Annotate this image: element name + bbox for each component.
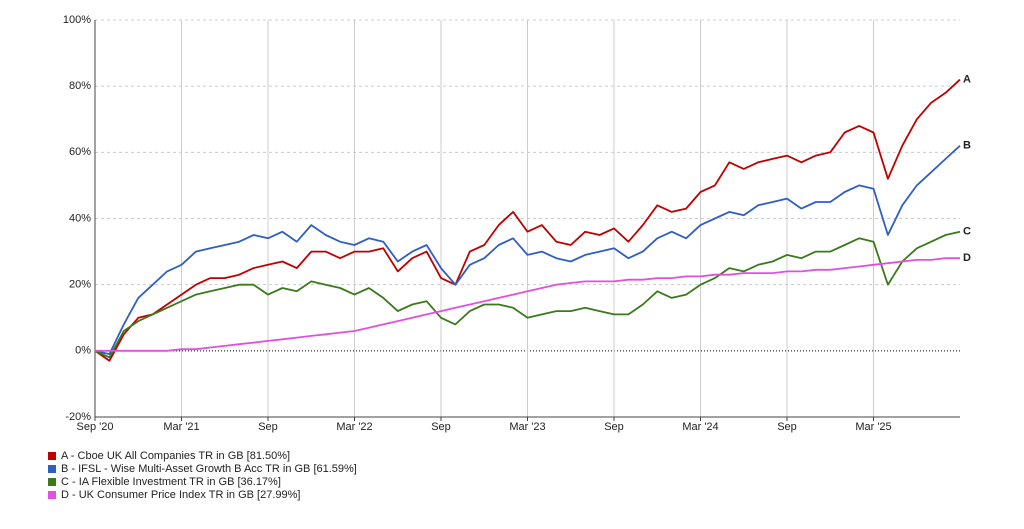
- x-tick-label: Sep: [258, 421, 278, 433]
- x-tick-label: Sep: [604, 421, 624, 433]
- legend-marker: [48, 491, 56, 499]
- legend-label: B - IFSL - Wise Multi-Asset Growth B Acc…: [61, 463, 357, 475]
- y-tick-label: 20%: [69, 279, 91, 291]
- end-label: A: [963, 73, 971, 85]
- legend-label: D - UK Consumer Price Index TR in GB [27…: [61, 489, 300, 501]
- x-tick-label: Mar '22: [336, 421, 372, 433]
- x-tick-label: Mar '25: [855, 421, 891, 433]
- x-tick-label: Sep: [777, 421, 797, 433]
- legend-label: C - IA Flexible Investment TR in GB [36.…: [61, 476, 281, 488]
- legend-label: A - Cboe UK All Companies TR in GB [81.5…: [61, 450, 290, 462]
- x-tick-label: Mar '21: [163, 421, 199, 433]
- end-label: C: [963, 226, 971, 238]
- y-tick-label: 80%: [69, 80, 91, 92]
- end-label: D: [963, 252, 971, 264]
- x-tick-label: Mar '24: [682, 421, 718, 433]
- legend-marker: [48, 478, 56, 486]
- x-tick-label: Sep '20: [77, 421, 114, 433]
- series-line: [95, 257, 960, 352]
- x-tick-label: Sep: [431, 421, 451, 433]
- series-line: [94, 230, 961, 359]
- x-tick-label: Mar '23: [509, 421, 545, 433]
- y-tick-label: -20%: [65, 411, 91, 423]
- y-tick-label: 100%: [63, 14, 91, 26]
- end-label: B: [963, 140, 971, 152]
- legend-marker: [48, 465, 56, 473]
- y-tick-label: 0%: [75, 345, 91, 357]
- series-line: [94, 145, 961, 355]
- series-line: [94, 78, 961, 362]
- y-tick-label: 60%: [69, 146, 91, 158]
- y-tick-label: 40%: [69, 212, 91, 224]
- legend-marker: [48, 452, 56, 460]
